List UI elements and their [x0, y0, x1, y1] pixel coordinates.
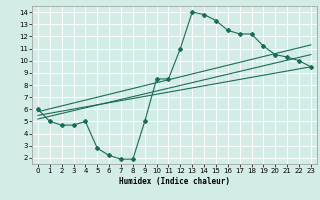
- X-axis label: Humidex (Indice chaleur): Humidex (Indice chaleur): [119, 177, 230, 186]
